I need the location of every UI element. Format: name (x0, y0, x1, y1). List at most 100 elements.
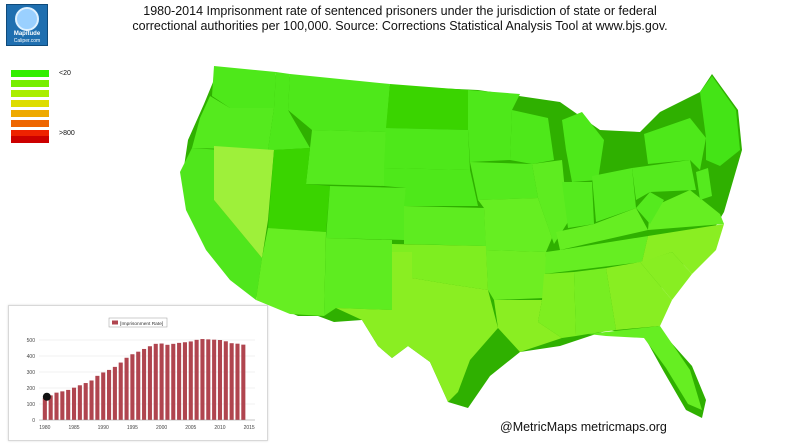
bar-1997 (142, 348, 147, 420)
globe-icon (15, 7, 39, 31)
state-utah (268, 148, 330, 232)
state-illinois (532, 160, 568, 244)
state-pennsylvania (632, 160, 696, 200)
state-ohio (592, 168, 636, 222)
legend-low-label: <20 (59, 70, 71, 77)
bar-1983 (60, 391, 65, 420)
chart-legend-box (108, 317, 168, 328)
bar-1992 (112, 366, 117, 420)
bar-1999 (153, 343, 158, 420)
bar-1985 (71, 387, 77, 420)
legend-high-label: >800 (59, 130, 75, 137)
state-wisconsin (510, 110, 554, 164)
mapitude-logo: Mapitude Caliper.com (6, 4, 48, 46)
bar-1994 (124, 357, 129, 420)
bar-1989 (95, 375, 100, 420)
state-tennessee (544, 236, 648, 274)
y-tick-label: 300 (27, 370, 36, 376)
bar-1996 (136, 351, 141, 420)
legend-swatch-8 (11, 136, 49, 143)
state-arkansas (486, 250, 546, 300)
state-california (180, 148, 262, 300)
state-west-virginia (636, 192, 664, 224)
bar-1981 (48, 395, 53, 420)
state-new-york (644, 118, 706, 170)
state-virginia (648, 190, 724, 230)
chart-grid (39, 339, 255, 421)
x-tick-label: 2015 (244, 425, 255, 431)
logo-line-2: Caliper.com (13, 38, 41, 44)
bar-2001 (165, 344, 170, 420)
x-tick-label: 1995 (127, 425, 138, 431)
x-tick-label: 2000 (156, 425, 167, 431)
state-idaho (268, 72, 310, 150)
bar-1990 (101, 372, 106, 420)
state-indiana (562, 182, 594, 228)
x-tick-label: 2005 (185, 425, 196, 431)
metricmaps-credit: @MetricMaps metricmaps.org (500, 420, 667, 434)
state-north-carolina (642, 224, 724, 274)
y-tick-label: 0 (32, 418, 35, 424)
bar-2008 (206, 339, 211, 420)
bar-1998 (147, 346, 152, 420)
bar-2009 (212, 339, 217, 420)
bar-1984 (66, 389, 71, 420)
legend-swatch-2 (11, 80, 49, 87)
bar-1987 (83, 383, 88, 420)
y-tick-label: 200 (27, 386, 36, 392)
state-montana (288, 74, 390, 132)
state-oklahoma (392, 244, 488, 290)
bar-2003 (177, 342, 182, 420)
bar-2013 (235, 343, 240, 420)
state-kansas (404, 206, 486, 246)
legend-swatch-4 (11, 100, 49, 107)
bar-1986 (77, 385, 82, 420)
state-louisiana (494, 300, 562, 352)
state-south-dakota (384, 128, 470, 170)
chart-x-ticks: 1980 1985 1990 1995 2000 2005 2010 2015 (39, 419, 255, 431)
state-missouri (478, 198, 552, 252)
state-nebraska (384, 168, 478, 206)
bar-1991 (107, 369, 112, 420)
map-title-line-2: correctional authorities per 100,000. So… (132, 19, 668, 33)
chart-legend-label: [Imprisonment Rate] (120, 321, 163, 327)
x-tick-label: 1980 (39, 425, 50, 431)
bar-1993 (118, 362, 123, 420)
state-washington (212, 66, 276, 108)
y-tick-label: 400 (27, 354, 36, 360)
state-kentucky (556, 208, 648, 250)
state-wyoming (306, 130, 386, 186)
bar-2014 (241, 344, 246, 420)
imprisonment-rate-chart: 0 100 200 300 400 500 1980 1985 1990 1995 2000 200… (8, 305, 268, 441)
legend-swatch-7 (11, 130, 49, 137)
state-arizona (256, 228, 326, 316)
state-florida (588, 326, 702, 410)
legend-swatch-5 (11, 110, 49, 117)
x-tick-label: 1985 (68, 425, 79, 431)
state-alabama (574, 268, 616, 336)
y-tick-label: 100 (27, 402, 36, 408)
bar-2000 (159, 343, 164, 420)
chart-legend-swatch (112, 320, 118, 325)
state-minnesota (468, 90, 520, 162)
state-nevada (214, 146, 274, 258)
state-new-mexico (324, 238, 392, 316)
x-tick-label: 2010 (214, 425, 225, 431)
bar-2011 (223, 341, 228, 420)
bar-2002 (171, 343, 176, 420)
legend-swatch-3 (11, 90, 49, 97)
state-new-england (700, 76, 740, 166)
legend-swatch-6 (11, 120, 49, 127)
state-new-jersey (696, 168, 712, 200)
state-michigan (562, 112, 604, 182)
bar-2006 (194, 339, 199, 420)
y-tick-label: 500 (27, 338, 36, 344)
map-title: 1980-2014 Imprisonment rate of sentenced… (130, 4, 670, 34)
x-tick-label: 1990 (98, 425, 109, 431)
chart-y-ticks: 0 100 200 300 400 500 (27, 338, 36, 424)
year-marker (42, 392, 51, 401)
state-georgia (606, 262, 672, 330)
state-oregon (192, 96, 274, 150)
bar-2007 (200, 339, 205, 420)
